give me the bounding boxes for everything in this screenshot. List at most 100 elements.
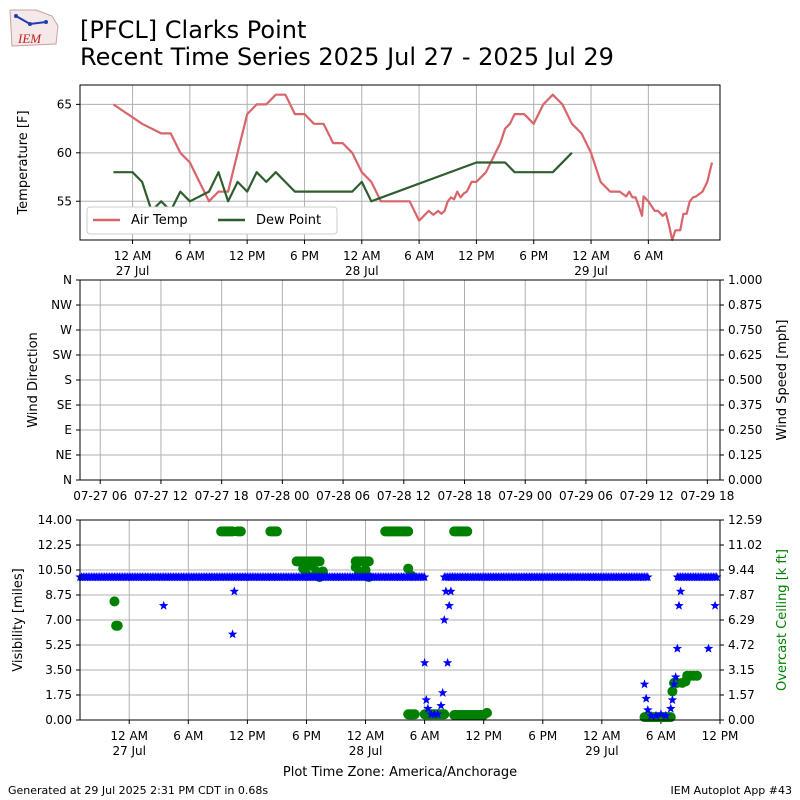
ceiling-point bbox=[317, 566, 328, 577]
wind-speed-tick-label: 0.375 bbox=[728, 398, 762, 412]
visibility-point bbox=[672, 643, 683, 653]
temp-x-tick-label: 6 AM bbox=[175, 249, 205, 263]
visibility-point bbox=[423, 703, 433, 713]
vis-x-tick-label: 12 PM bbox=[465, 729, 502, 743]
visibility-point bbox=[437, 687, 448, 697]
visibility-point bbox=[441, 586, 451, 596]
ceiling-point bbox=[112, 620, 123, 631]
vis-y-tick-label: 14.00 bbox=[38, 513, 72, 527]
visibility-point bbox=[661, 710, 671, 720]
wind-speed-tick-label: 0.625 bbox=[728, 348, 762, 362]
visibility-point bbox=[667, 695, 678, 704]
wind-x-tick-label: 07-28 00 bbox=[255, 489, 309, 503]
vis-y-tick-label: 3.50 bbox=[45, 663, 72, 677]
footer-app: IEM Autoplot App #43 bbox=[670, 784, 793, 797]
wind-dir-tick-label: E bbox=[64, 423, 72, 437]
air-temp-line bbox=[112, 93, 714, 242]
visibility-point bbox=[421, 695, 431, 704]
temp-y-tick-label: 60 bbox=[57, 146, 72, 160]
vis-x-tick-label: 12 PM bbox=[702, 729, 739, 743]
visibility-point bbox=[442, 657, 453, 667]
vis-y-axis-label: Visibility [miles] bbox=[11, 568, 26, 671]
ceiling-point bbox=[403, 526, 414, 537]
wind-speed-tick-label: 1.000 bbox=[728, 273, 762, 287]
visibility-point bbox=[158, 600, 169, 610]
wind-speed-tick-label: 0.500 bbox=[728, 373, 762, 387]
wind-dir-tick-label: NE bbox=[55, 448, 72, 462]
visibility-point bbox=[710, 600, 720, 610]
temp-y-tick-label: 65 bbox=[57, 97, 72, 111]
ceiling-y-tick-label: 1.57 bbox=[728, 688, 755, 702]
visibility-point bbox=[446, 586, 456, 596]
wind-dir-tick-label: N bbox=[63, 473, 72, 487]
temp-x-tick-label: 6 AM bbox=[404, 249, 434, 263]
visibility-point bbox=[444, 600, 454, 610]
ceiling-point bbox=[667, 686, 678, 697]
wind-dir-axis-label: Wind Direction bbox=[26, 332, 41, 428]
wind-x-tick-label: 07-29 12 bbox=[620, 489, 674, 503]
wind-speed-axis-label: Wind Speed [mph] bbox=[775, 320, 790, 441]
visibility-point bbox=[639, 679, 650, 689]
temp-x-date-label: 28 Jul bbox=[345, 264, 379, 278]
wind-x-tick-label: 07-29 06 bbox=[559, 489, 613, 503]
visibility-point bbox=[643, 705, 653, 714]
wind-x-tick-label: 07-28 18 bbox=[438, 489, 492, 503]
ceiling-y-tick-label: 3.15 bbox=[728, 663, 755, 677]
visibility-point bbox=[641, 693, 651, 703]
visibility-point bbox=[670, 672, 681, 682]
footer-generated: Generated at 29 Jul 2025 2:31 PM CDT in … bbox=[8, 784, 269, 797]
vis-x-tick-label: 6 AM bbox=[410, 729, 440, 743]
wind-x-tick-label: 07-28 12 bbox=[377, 489, 431, 503]
vis-x-tick-label: 6 AM bbox=[173, 729, 203, 743]
vis-x-date-label: 27 Jul bbox=[112, 744, 146, 758]
wind-x-tick-label: 07-28 06 bbox=[316, 489, 370, 503]
wind-x-tick-label: 07-27 12 bbox=[134, 489, 188, 503]
visibility-point bbox=[439, 615, 450, 624]
wind-speed-tick-label: 0.250 bbox=[728, 423, 762, 437]
chart-title-line2: Recent Time Series 2025 Jul 27 - 2025 Ju… bbox=[80, 43, 614, 71]
logo-text: IEM bbox=[17, 31, 42, 46]
vis-x-tick-label: 6 AM bbox=[646, 729, 676, 743]
temp-legend-box bbox=[86, 206, 338, 235]
vis-x-tick-label: 12 AM bbox=[583, 729, 621, 743]
ceiling-point bbox=[314, 556, 325, 567]
ceiling-y-tick-label: 4.72 bbox=[728, 638, 755, 652]
ceiling-y-tick-label: 12.59 bbox=[728, 513, 762, 527]
vis-x-date-label: 29 Jul bbox=[585, 744, 619, 758]
ceiling-y-tick-label: 6.29 bbox=[728, 613, 755, 627]
wind-dir-tick-label: W bbox=[60, 323, 72, 337]
visibility-point bbox=[712, 572, 722, 582]
wind-x-tick-label: 07-29 18 bbox=[680, 489, 734, 503]
visibility-point bbox=[675, 586, 686, 596]
visibility-point bbox=[703, 643, 714, 653]
temp-y-tick-label: 55 bbox=[57, 194, 72, 208]
vis-x-tick-label: 12 AM bbox=[347, 729, 385, 743]
vis-y-tick-label: 1.75 bbox=[45, 688, 72, 702]
wind-dir-tick-label: N bbox=[63, 273, 72, 287]
ceiling-point bbox=[109, 596, 120, 607]
wind-speed-tick-label: 0.875 bbox=[728, 298, 762, 312]
visibility-point bbox=[669, 679, 679, 689]
legend-label: Dew Point bbox=[256, 213, 321, 228]
ceiling-point bbox=[478, 710, 489, 720]
wind-speed-tick-label: 0.750 bbox=[728, 323, 762, 337]
ceiling-point bbox=[692, 670, 703, 681]
temp-x-tick-label: 12 AM bbox=[343, 249, 381, 263]
wind-speed-tick-label: 0.000 bbox=[728, 473, 762, 487]
vis-y-tick-label: 0.00 bbox=[45, 713, 72, 727]
visibility-point bbox=[646, 710, 656, 720]
visibility-point bbox=[656, 709, 666, 719]
iem-logo: IEM bbox=[9, 9, 59, 47]
ceiling-point bbox=[235, 526, 246, 537]
wind-dir-tick-label: S bbox=[64, 373, 72, 387]
vis-plot-frame bbox=[79, 519, 721, 721]
wind-speed-tick-label: 0.125 bbox=[728, 448, 762, 462]
vis-x-date-label: 28 Jul bbox=[349, 744, 383, 758]
ceiling-point bbox=[439, 709, 450, 720]
vis-x-tick-label: 12 AM bbox=[110, 729, 148, 743]
wind-dir-tick-label: SW bbox=[53, 348, 73, 362]
legend-label: Air Temp bbox=[131, 213, 188, 228]
vis-x-tick-label: 6 PM bbox=[292, 729, 321, 743]
dew-point-line bbox=[113, 152, 573, 212]
